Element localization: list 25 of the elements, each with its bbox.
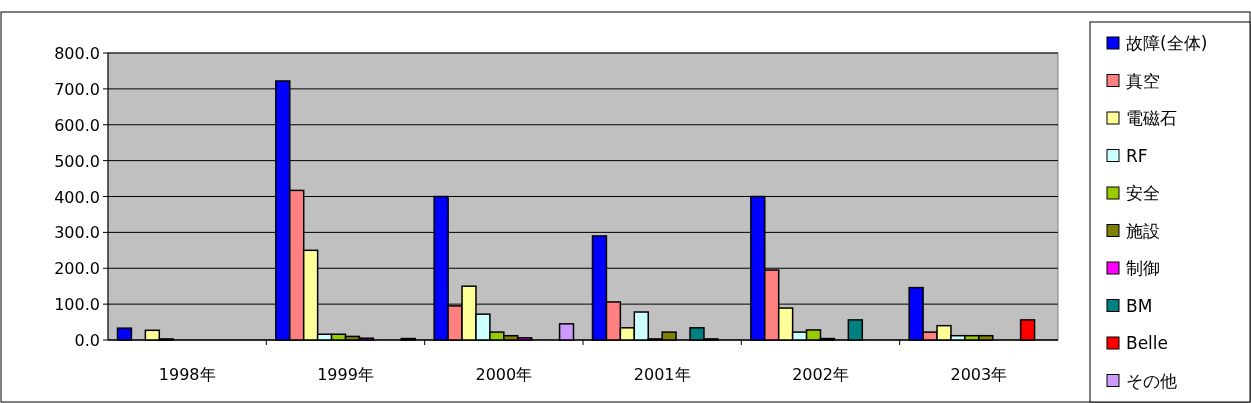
x-tick-label: 2001年 <box>633 365 691 384</box>
y-tick-label: 300.0 <box>54 223 100 243</box>
x-tick-label: 1999年 <box>317 365 374 384</box>
y-tick-label: 400.0 <box>54 187 100 207</box>
legend-label: RF <box>1126 145 1148 166</box>
legend-label: 施設 <box>1126 220 1160 241</box>
legend-label: 安全 <box>1126 183 1160 203</box>
y-tick-label: 100.0 <box>54 295 100 315</box>
y-tick-label: 0.0 <box>74 331 100 350</box>
x-tick-label: 2000年 <box>475 365 533 384</box>
legend-label: BM <box>1126 295 1153 316</box>
legend-label: 故障(全体) <box>1126 33 1208 53</box>
y-tick-label: 500.0 <box>54 151 100 171</box>
y-tick-label: 700.0 <box>54 79 100 99</box>
x-tick-label: 1998年 <box>158 365 216 384</box>
legend-label: 制御 <box>1126 258 1160 278</box>
legend-label: 電磁石 <box>1126 108 1177 128</box>
x-tick-label: 2003年 <box>950 365 1008 384</box>
y-tick-label: 800.0 <box>54 44 100 63</box>
y-tick-label: 200.0 <box>54 259 100 279</box>
y-tick-label: 600.0 <box>54 115 100 135</box>
legend-label: 真空 <box>1126 70 1160 91</box>
legend-label: その他 <box>1126 370 1177 391</box>
x-tick-label: 2002年 <box>792 365 849 384</box>
legend-label: Belle <box>1126 333 1169 353</box>
